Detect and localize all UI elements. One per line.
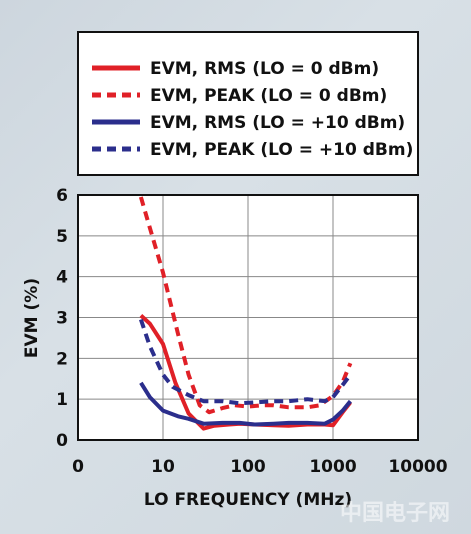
x-tick-label: 0	[72, 457, 84, 477]
y-tick-label: 0	[56, 431, 68, 451]
y-tick-label: 6	[56, 186, 68, 206]
x-axis-title: LO FREQUENCY (MHz)	[144, 490, 352, 510]
series-line-2	[138, 196, 353, 415]
x-tick-label: 10000	[388, 457, 447, 477]
legend-label-3: EVM, RMS (LO = +10 dBm)	[150, 113, 405, 133]
x-tick-labels: 0 10 100 1000 10000	[72, 457, 448, 477]
watermark-text: 中国电子网	[340, 501, 450, 526]
grid-lines	[78, 195, 418, 440]
legend: EVM, RMS (LO = 0 dBm) EVM, PEAK (LO = 0 d…	[77, 31, 419, 176]
legend-label-4: EVM, PEAK (LO = +10 dBm)	[150, 140, 413, 160]
series-line-3	[139, 381, 352, 427]
legend-label-2: EVM, PEAK (LO = 0 dBm)	[150, 86, 387, 106]
y-tick-label: 5	[56, 227, 68, 247]
y-tick-label: 1	[56, 390, 68, 410]
y-tick-label: 4	[56, 268, 68, 288]
series-layer	[138, 196, 353, 431]
x-tick-label: 100	[230, 457, 266, 477]
legend-box	[77, 31, 419, 176]
y-tick-label: 3	[56, 309, 68, 329]
plot-frame	[77, 194, 419, 441]
x-tick-label: 10	[151, 457, 175, 477]
series-line-4	[139, 318, 352, 406]
y-axis-title: EVM (%)	[22, 278, 42, 358]
legend-label-1: EVM, RMS (LO = 0 dBm)	[150, 59, 379, 79]
x-tick-label: 1000	[309, 457, 356, 477]
y-tick-label: 2	[56, 349, 68, 369]
y-tick-labels: 0 1 2 3 4 5 6	[56, 186, 68, 451]
